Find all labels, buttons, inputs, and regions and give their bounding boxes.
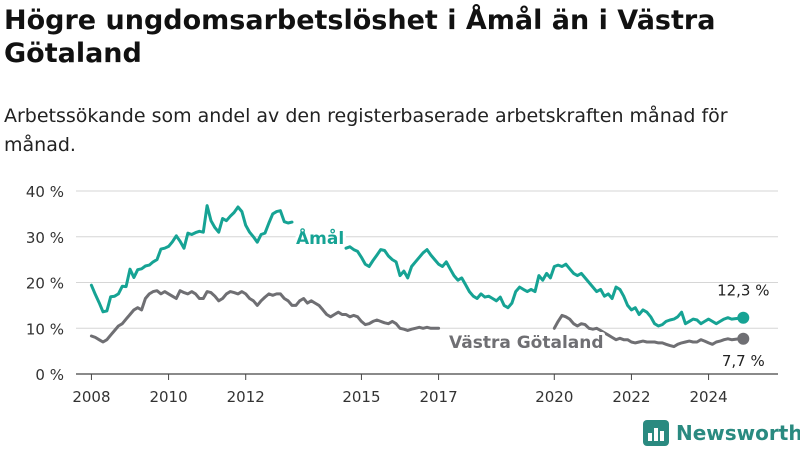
brand-logo: Newsworthy [643,418,800,448]
brand-name: Newsworthy [676,421,800,445]
x-tick-label: 2017 [419,388,457,406]
bar-chart-logo-icon [643,420,669,446]
y-tick-label: 0 % [35,366,64,384]
y-tick-label: 20 % [26,275,64,293]
endpoint-marker-vastra-gotaland [737,332,750,345]
x-tick-label: 2022 [612,388,650,406]
y-tick-label: 40 % [26,183,64,201]
x-tick-label: 2020 [535,388,573,406]
series-label-vastra-gotaland: Västra Götaland [449,333,604,353]
series-line-vastra-gotaland [89,289,441,344]
series-line-amal [344,245,745,328]
x-tick-label: 2024 [689,388,727,406]
series-line-vastra-gotaland [552,313,745,349]
series-line-amal [89,204,294,314]
series-label-amal: Åmål [296,226,344,249]
endpoint-marker-amal [737,311,750,324]
x-tick-label: 2012 [227,388,265,406]
chart-subtitle: Arbetssökande som andel av den registerb… [4,105,728,156]
y-tick-label: 30 % [26,229,64,247]
y-tick-label: 10 % [26,320,64,338]
x-tick-label: 2008 [72,388,110,406]
chart-title: Högre ungdomsarbetslöshet i Åmål än i Vä… [4,5,716,69]
end-value-label-amal: 12,3 % [717,282,769,300]
end-value-label-vastra-gotaland: 7,7 % [722,352,765,370]
x-tick-label: 2010 [149,388,187,406]
x-tick-label: 2015 [342,388,380,406]
